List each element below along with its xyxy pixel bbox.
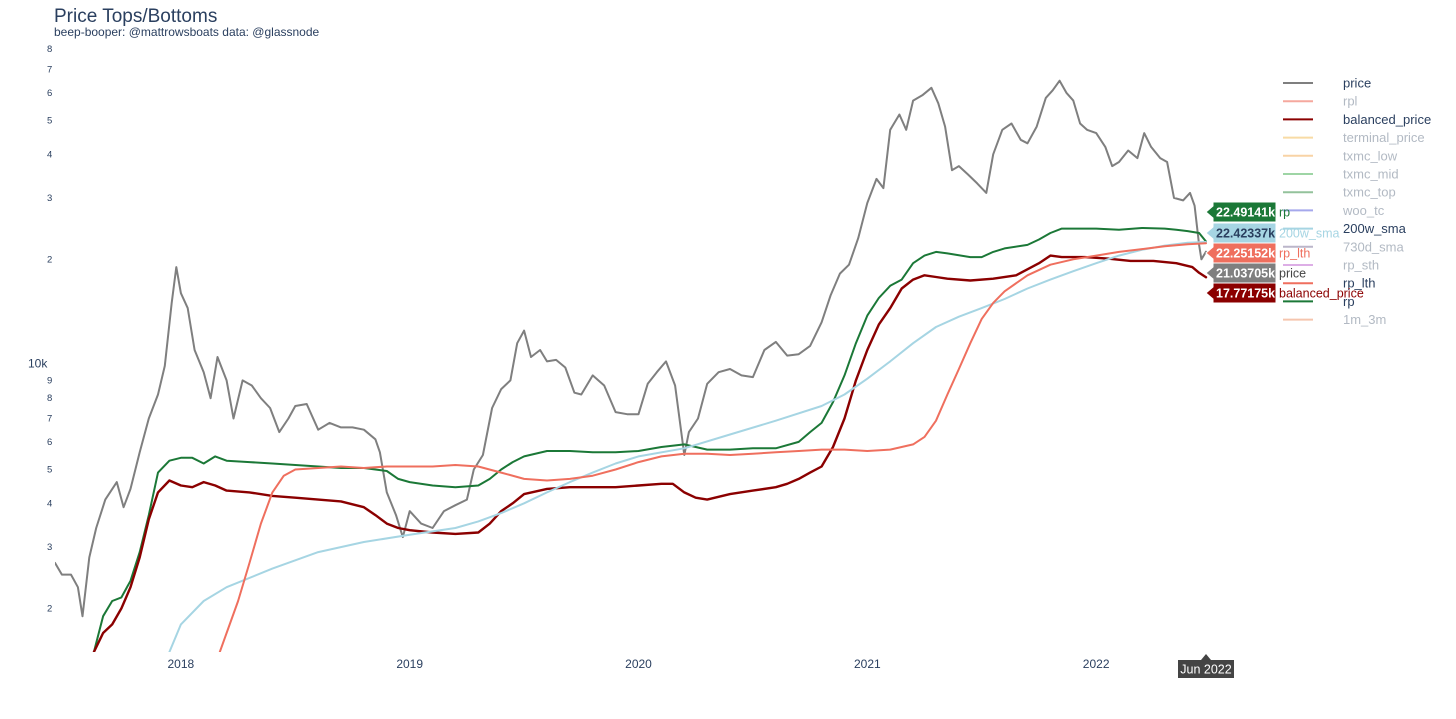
legend-item-rpl[interactable]: rpl — [1283, 94, 1358, 109]
series-line-200w_sma[interactable] — [168, 241, 1207, 652]
hover-label-value: 22.25152k — [1216, 247, 1275, 261]
legend-label: rp — [1343, 294, 1355, 309]
hover-label-name: 200w_sma — [1279, 227, 1339, 241]
legend-label: woo_tc — [1342, 203, 1385, 218]
hover-label-balanced_price: 17.77175k balanced_price — [1205, 282, 1364, 304]
hover-label-value: 21.03705k — [1216, 267, 1275, 281]
y-tick-label: 6 — [47, 88, 52, 99]
hover-label-value: 22.49141k — [1216, 206, 1275, 220]
y-tick-label: 7 — [47, 413, 52, 424]
hover-x-box — [1178, 654, 1234, 678]
y-tick-label: 4 — [47, 498, 52, 509]
y-tick-label: 10k — [28, 356, 48, 370]
legend-item-woo_tc[interactable]: woo_tc — [1283, 203, 1385, 218]
hover-label-value: 22.42337k — [1216, 227, 1275, 241]
legend-item-730d_sma[interactable]: 730d_sma — [1283, 239, 1404, 254]
hover-x-label: Jun 2022 — [1178, 654, 1234, 678]
legend-item-rp_sth[interactable]: rp_sth — [1283, 258, 1379, 273]
legend-item-txmc_low[interactable]: txmc_low — [1283, 148, 1398, 163]
y-tick-label: 2 — [47, 254, 52, 265]
chart-subtitle: beep-booper: @mattrowsboats data: @glass… — [54, 25, 320, 39]
y-tick-label: 3 — [47, 193, 52, 204]
y-tick-label: 8 — [47, 393, 52, 404]
legend-label: 200w_sma — [1343, 221, 1407, 236]
hover-labels: 22.49141k rp 22.42337k 200w_sma 22.25152k rp_… — [1178, 201, 1364, 678]
legend[interactable]: price rpl balanced_price terminal_pricetxmc… — [1283, 76, 1431, 328]
hover-label-name: balanced_price — [1279, 287, 1364, 301]
legend-item-balanced_price[interactable]: balanced_price — [1283, 112, 1431, 127]
hover-label-name: price — [1279, 267, 1306, 281]
x-axis: 2018 2019 2020 2021 2022 — [168, 657, 1110, 671]
legend-label: rpl — [1343, 94, 1358, 109]
y-axis: 2 3 4 5 6 7 8 9 10k 2 3 4 5 6 7 8 — [28, 44, 52, 614]
legend-item-terminal_price[interactable]: terminal_price — [1283, 130, 1425, 145]
chart-title: Price Tops/Bottoms — [54, 6, 217, 27]
y-tick-label: 4 — [47, 149, 52, 160]
x-tick-label: 2019 — [396, 657, 423, 671]
y-tick-label: 5 — [47, 115, 52, 126]
legend-item-rp_lth[interactable]: rp_lth — [1283, 276, 1376, 291]
y-tick-label: 9 — [47, 375, 52, 386]
y-tick-label: 2 — [47, 603, 52, 614]
y-tick-label: 7 — [47, 64, 52, 75]
hover-label-box — [1205, 282, 1277, 304]
legend-item-rp[interactable]: rp — [1283, 294, 1355, 309]
legend-item-price[interactable]: price — [1283, 76, 1371, 91]
hover-label-box — [1205, 222, 1277, 244]
hover-x-text: Jun 2022 — [1180, 663, 1231, 677]
y-tick-label: 3 — [47, 542, 52, 553]
hover-label-name: rp — [1279, 206, 1290, 220]
plot-area[interactable] — [55, 79, 1208, 652]
legend-item-200w_sma[interactable]: 200w_sma — [1283, 221, 1407, 236]
legend-label: 1m_3m — [1343, 312, 1386, 327]
x-tick-label: 2020 — [625, 657, 652, 671]
legend-item-1m_3m[interactable]: 1m_3m — [1283, 312, 1386, 327]
hover-label-value: 17.77175k — [1216, 287, 1275, 301]
y-tick-label: 6 — [47, 437, 52, 448]
legend-item-txmc_top[interactable]: txmc_top — [1283, 185, 1396, 200]
legend-label: balanced_price — [1343, 112, 1431, 127]
hover-label-rp: 22.49141k rp — [1205, 201, 1290, 223]
legend-label: txmc_low — [1343, 148, 1398, 163]
series-line-txmc_top[interactable] — [92, 227, 1207, 652]
legend-label: txmc_mid — [1343, 167, 1399, 182]
hover-label-name: rp_lth — [1279, 247, 1310, 261]
hover-label-box — [1205, 242, 1277, 264]
series-line-price[interactable] — [55, 79, 1207, 618]
legend-item-txmc_mid[interactable]: txmc_mid — [1283, 167, 1399, 182]
x-tick-label: 2022 — [1083, 657, 1110, 671]
y-tick-label: 5 — [47, 464, 52, 475]
series-line-balanced_price[interactable] — [92, 254, 1208, 652]
legend-label: txmc_top — [1343, 185, 1396, 200]
hover-label-200w_sma: 22.42337k 200w_sma — [1205, 222, 1339, 244]
x-tick-label: 2018 — [168, 657, 195, 671]
legend-label: terminal_price — [1343, 130, 1425, 145]
legend-label: price — [1343, 76, 1371, 91]
y-tick-label: 8 — [47, 44, 52, 55]
series-line-rp_lth[interactable] — [218, 242, 1207, 652]
hover-label-box — [1205, 201, 1277, 223]
x-tick-label: 2021 — [854, 657, 881, 671]
legend-label: rp_lth — [1343, 276, 1376, 291]
hover-label-price: 21.03705k price — [1205, 262, 1306, 284]
legend-label: rp_sth — [1343, 258, 1379, 273]
hover-label-box — [1205, 262, 1277, 284]
legend-label: 730d_sma — [1343, 239, 1404, 254]
hover-label-rp_lth: 22.25152k rp_lth — [1205, 242, 1310, 264]
